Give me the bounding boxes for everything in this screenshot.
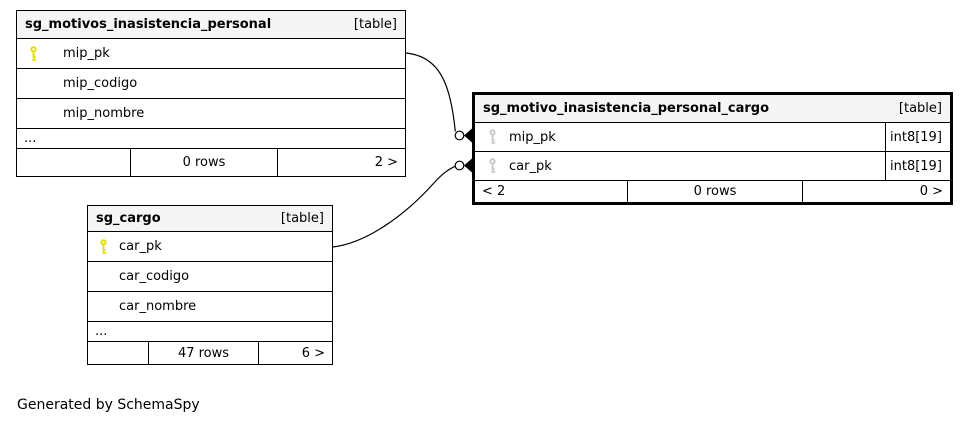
generated-by-note: Generated by SchemaSpy [17,397,200,413]
table-footer: 47 rows 6 > [88,342,332,364]
column-row: mip_pk [17,39,405,69]
footer-row-count: 0 rows [131,149,278,176]
table-tag: [table] [353,17,397,32]
footer-parents [88,342,149,364]
edge-arrow-marker [464,128,472,143]
footer-children: 0 > [919,184,943,199]
edge-circle-marker [454,130,465,141]
column-name: car_codigo [119,269,190,284]
table-footer: < 2 0 rows 0 > [475,181,950,202]
footer-parents [17,149,131,176]
column-name: mip_pk [63,46,110,61]
column-name: car_pk [119,239,162,254]
table-box-sg-motivos-inasistencia-personal[interactable]: sg_motivos_inasistencia_personal [table]… [16,10,406,177]
table-name[interactable]: sg_motivo_inasistencia_personal_cargo [483,101,770,116]
column-row: car_nombre [88,292,332,322]
fk-edge-car [332,165,456,248]
ellipsis-row: ... [17,129,405,149]
column-name: car_nombre [119,299,197,314]
column-row: car_pk [88,232,332,262]
edge-circle-marker [454,160,465,171]
table-header[interactable]: sg_motivos_inasistencia_personal [table] [17,11,405,39]
table-name[interactable]: sg_motivos_inasistencia_personal [25,17,272,32]
table-header[interactable]: sg_cargo [table] [88,206,332,232]
table-footer: 0 rows 2 > [17,149,405,176]
table-box-sg-motivo-inasistencia-personal-cargo[interactable]: sg_motivo_inasistencia_personal_cargo [t… [472,92,953,205]
column-name: mip_nombre [63,106,145,121]
table-tag: [table] [280,211,324,226]
footer-children: 2 > [374,155,398,170]
column-row: car_codigo [88,262,332,292]
table-box-sg-cargo[interactable]: sg_cargo [table] car_pk car_codigo car_n… [87,205,333,365]
ellipsis-row: ... [88,322,332,342]
column-name: mip_codigo [63,76,138,91]
column-type: int8[19] [885,123,950,151]
edge-arrow-marker [464,158,472,173]
footer-parents: < 2 [475,181,628,202]
primary-key-icon [100,238,119,255]
footer-children: 6 > [301,345,325,361]
table-name[interactable]: sg_cargo [96,211,161,226]
footer-row-count: 0 rows [628,181,803,202]
table-tag: [table] [898,101,942,116]
column-row: car_pk int8[19] [475,152,950,181]
table-header[interactable]: sg_motivo_inasistencia_personal_cargo [t… [475,95,950,123]
primary-key-icon [30,45,63,62]
fk-edge-mip [405,52,456,132]
foreign-key-icon [489,158,509,174]
column-row: mip_nombre [17,99,405,129]
footer-row-count: 47 rows [149,342,259,364]
foreign-key-icon [489,129,509,145]
column-name: mip_pk [509,129,556,145]
column-row: mip_pk int8[19] [475,123,950,152]
column-type: int8[19] [885,152,950,180]
column-row: mip_codigo [17,69,405,99]
column-name: car_pk [509,158,552,174]
